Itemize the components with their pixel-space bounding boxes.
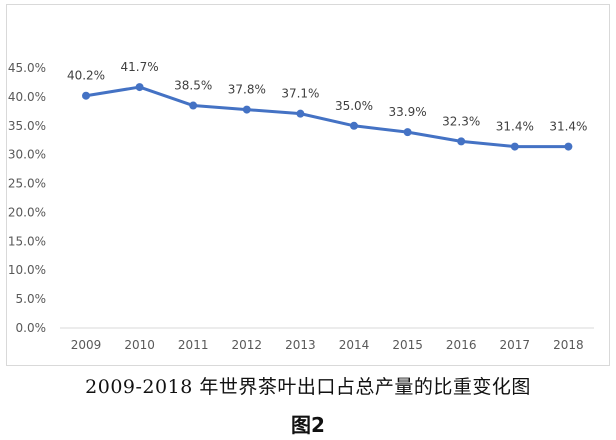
y-tick-label: 20.0% xyxy=(8,205,46,219)
data-label: 41.7% xyxy=(121,60,159,74)
data-point xyxy=(350,121,358,130)
y-tick-label: 15.0% xyxy=(8,234,46,248)
x-tick-label: 2014 xyxy=(339,338,370,352)
y-tick-label: 0.0% xyxy=(16,321,47,335)
y-tick-label: 25.0% xyxy=(8,177,46,191)
x-tick-label: 2013 xyxy=(285,338,316,352)
data-point xyxy=(135,83,144,92)
y-tick-label: 45.0% xyxy=(8,61,46,75)
data-label: 37.1% xyxy=(281,87,319,101)
x-tick-label: 2009 xyxy=(71,338,102,352)
data-point xyxy=(403,128,412,137)
data-label: 35.0% xyxy=(335,99,373,113)
data-label: 31.4% xyxy=(549,120,587,134)
data-label: 38.5% xyxy=(174,79,212,93)
x-tick-label: 2012 xyxy=(232,338,263,352)
data-point xyxy=(82,91,90,100)
data-label: 33.9% xyxy=(389,105,427,119)
data-label: 37.8% xyxy=(228,83,266,97)
series-line xyxy=(84,85,570,149)
data-point xyxy=(510,142,519,151)
x-tick-label: 2015 xyxy=(392,338,423,352)
x-tick-label: 2016 xyxy=(446,338,477,352)
data-label: 32.3% xyxy=(442,114,480,128)
data-point xyxy=(189,101,198,110)
data-point xyxy=(242,105,251,114)
chart-caption: 2009-2018 年世界茶叶出口占总产量的比重变化图 xyxy=(85,376,531,398)
y-tick-label: 30.0% xyxy=(8,148,46,162)
x-tick-label: 2018 xyxy=(553,338,584,352)
data-point xyxy=(457,137,466,146)
figure-label: 图2 xyxy=(291,413,325,437)
y-tick-label: 10.0% xyxy=(8,263,46,277)
y-tick-label: 40.0% xyxy=(8,90,46,104)
data-point xyxy=(296,109,305,118)
data-label: 40.2% xyxy=(67,69,105,83)
data-label: 31.4% xyxy=(496,120,534,134)
chart-frame xyxy=(6,4,610,366)
y-tick-label: 35.0% xyxy=(8,119,46,133)
x-tick-label: 2017 xyxy=(500,338,531,352)
y-tick-label: 5.0% xyxy=(16,292,47,306)
line-chart: 0.0% 5.0% 10.0% 15.0% 20.0% 25.0% 30.0% 35.0% 40… xyxy=(8,60,594,352)
x-tick-label: 2011 xyxy=(178,338,209,352)
x-tick-label: 2010 xyxy=(124,338,155,352)
data-point xyxy=(564,142,573,151)
